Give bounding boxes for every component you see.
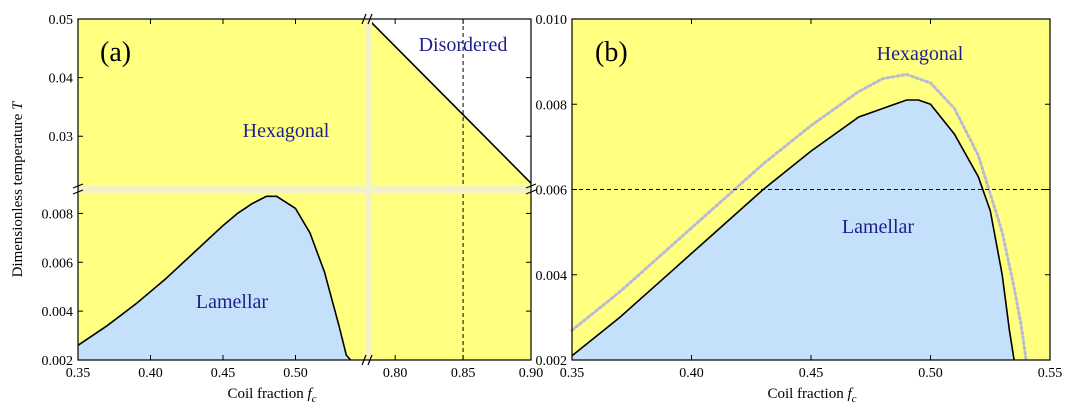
x-axis-subscript: c bbox=[852, 393, 857, 405]
y-tick-label: 0.004 bbox=[536, 269, 568, 284]
y-tick-label: 0.008 bbox=[42, 207, 74, 222]
x-axis-symbol: f bbox=[847, 386, 853, 402]
y-break-mark bbox=[525, 183, 537, 189]
lamellar-boundary-line bbox=[77, 195, 352, 361]
x-tick-label: 0.90 bbox=[519, 366, 544, 381]
y-axis-break-band bbox=[78, 186, 531, 193]
disordered-boundary-line bbox=[367, 18, 532, 184]
y-tick-label: 0.006 bbox=[536, 184, 568, 199]
x-axis-label: Coil fraction fc bbox=[227, 386, 316, 405]
region-label-disordered: Disordered bbox=[419, 34, 508, 56]
x-tick-label: 0.55 bbox=[1038, 366, 1063, 381]
y-break-mark bbox=[525, 189, 537, 195]
y-axis-label: Dimensionless temperature T bbox=[10, 100, 26, 277]
x-tick-label: 0.35 bbox=[560, 366, 585, 381]
y-tick-label: 0.002 bbox=[536, 354, 568, 369]
region-label-lamellar: Lamellar bbox=[196, 291, 269, 313]
y-axis-symbol: T bbox=[10, 100, 26, 110]
region-label-hexagonal: Hexagonal bbox=[877, 43, 964, 65]
x-tick-label: 0.40 bbox=[679, 366, 704, 381]
y-break-mark bbox=[72, 189, 84, 195]
panel-a: 0.35 0.40 0.45 0.50 0.80 0.85 0.90 0.002 0.004 0.… bbox=[10, 13, 543, 405]
x-tick-label: 0.40 bbox=[138, 366, 163, 381]
x-break-mark bbox=[367, 13, 373, 25]
x-axis-symbol: f bbox=[307, 386, 313, 402]
panel-b: 0.35 0.40 0.45 0.50 0.55 0.002 0.004 0.006 0.008… bbox=[536, 13, 1063, 405]
panel-b-label: (b) bbox=[595, 37, 628, 68]
x-tick-label: 0.85 bbox=[451, 366, 476, 381]
x-tick-label: 0.35 bbox=[66, 366, 91, 381]
y-tick-label: 0.05 bbox=[49, 13, 74, 28]
region-label-lamellar: Lamellar bbox=[842, 216, 915, 238]
y-break-mark bbox=[72, 183, 84, 189]
y-tick-label: 0.004 bbox=[42, 305, 74, 320]
x-tick-label: 0.80 bbox=[383, 366, 408, 381]
x-axis-subscript: c bbox=[312, 393, 317, 405]
x-break-mark bbox=[367, 354, 373, 366]
y-tick-label: 0.002 bbox=[42, 354, 74, 369]
y-tick-label: 0.006 bbox=[42, 256, 74, 271]
y-tick-label: 0.03 bbox=[49, 130, 74, 145]
y-tick-label: 0.008 bbox=[536, 98, 568, 113]
x-tick-label: 0.50 bbox=[283, 366, 308, 381]
x-axis-label: Coil fraction fc bbox=[767, 386, 856, 405]
region-label-hexagonal: Hexagonal bbox=[243, 120, 330, 142]
x-break-mark bbox=[361, 354, 367, 366]
panel-a-frame bbox=[77, 18, 532, 361]
lamellar-region bbox=[78, 196, 351, 360]
y-tick-label: 0.04 bbox=[49, 72, 74, 87]
x-tick-label: 0.50 bbox=[918, 366, 943, 381]
y-tick-label: 0.010 bbox=[536, 13, 568, 28]
lamellar-boundary-line bbox=[571, 99, 1015, 361]
lamellar-region bbox=[572, 100, 1015, 360]
panel-a-label: (a) bbox=[100, 37, 131, 68]
dotted-boundary-line bbox=[570, 72, 1028, 362]
x-break-mark bbox=[361, 13, 367, 25]
x-tick-label: 0.45 bbox=[211, 366, 236, 381]
x-tick-label: 0.45 bbox=[799, 366, 824, 381]
